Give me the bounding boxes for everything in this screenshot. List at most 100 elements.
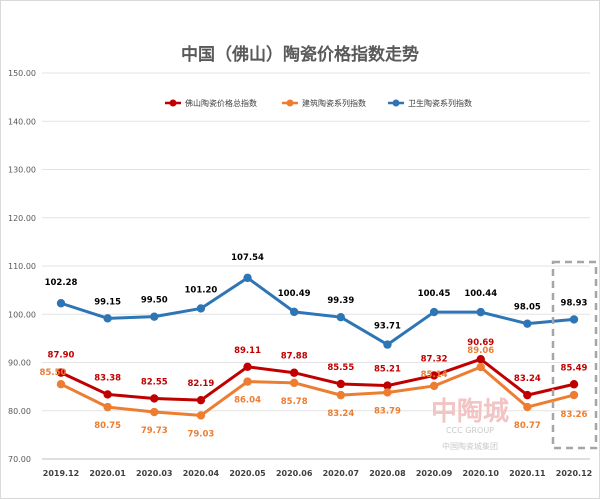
data-label: 79.73	[141, 426, 168, 436]
data-label: 100.49	[278, 289, 311, 299]
x-tick-label: 2020.10	[463, 469, 500, 478]
data-label: 89.11	[234, 346, 261, 356]
data-label: 85.50	[40, 368, 67, 378]
data-label: 83.38	[94, 373, 121, 383]
legend-swatch-marker	[392, 99, 400, 107]
data-point	[243, 273, 252, 283]
data-label: 85.55	[327, 363, 354, 373]
highlight-box	[551, 260, 598, 450]
data-point	[196, 411, 206, 420]
data-label: 100.44	[464, 289, 497, 299]
data-point	[103, 402, 112, 412]
data-label: 80.75	[94, 421, 121, 431]
data-point	[523, 319, 532, 328]
data-point	[383, 388, 392, 397]
data-point	[336, 379, 346, 389]
series-line	[60, 365, 575, 417]
data-label: 79.03	[187, 429, 214, 439]
x-tick-label: 2020.12	[556, 469, 592, 478]
data-point	[289, 368, 299, 377]
data-label: 90.69	[467, 338, 494, 348]
data-label: 83.26	[561, 410, 588, 420]
data-point	[150, 394, 159, 403]
data-label: 89.06	[467, 346, 494, 356]
data-label: 82.55	[141, 377, 168, 387]
legend-label: 佛山陶瓷价格总指数	[185, 98, 257, 108]
x-tick-label: 2020.11	[509, 469, 546, 478]
data-point	[383, 340, 392, 349]
y-tick-label: 150.00	[8, 69, 36, 78]
data-label: 83.79	[374, 406, 401, 416]
data-point	[196, 395, 206, 405]
data-point	[429, 307, 439, 317]
data-point	[150, 407, 159, 417]
data-point	[56, 368, 66, 377]
data-label: 85.21	[374, 365, 401, 375]
data-point	[103, 314, 112, 323]
data-label: 87.90	[48, 351, 75, 361]
legend-label: 卫生陶瓷系列指数	[408, 98, 472, 108]
data-label: 93.71	[374, 322, 401, 332]
data-point	[476, 354, 485, 364]
data-label: 80.77	[514, 421, 541, 431]
data-point	[336, 390, 346, 400]
x-tick-label: 2020.09	[416, 469, 453, 478]
data-label: 98.93	[561, 298, 588, 308]
x-tick-label: 2020.08	[369, 469, 406, 478]
legend: 佛山陶瓷价格总指数 建筑陶瓷系列指数 卫生陶瓷系列指数	[165, 98, 472, 108]
x-tick-label: 2020.01	[89, 469, 126, 478]
data-label: 102.28	[45, 278, 78, 288]
data-point	[289, 378, 299, 388]
data-point	[429, 381, 439, 391]
series-lines	[56, 273, 579, 420]
y-tick-label: 120.00	[8, 214, 36, 223]
data-labels: 87.90 83.38 82.55 82.19 89.11 87.88 85.55 85.21…	[40, 253, 588, 440]
data-label: 98.05	[514, 303, 541, 313]
data-label: 99.15	[94, 297, 121, 307]
y-tick-label: 70.00	[8, 455, 31, 464]
data-point	[476, 362, 485, 372]
series-line	[60, 357, 575, 402]
data-point	[523, 390, 532, 400]
data-label: 99.39	[327, 296, 354, 306]
data-point	[56, 380, 66, 389]
data-label: 85.14	[421, 370, 448, 380]
y-tick-label: 140.00	[8, 117, 36, 126]
x-tick-label: 2020.06	[276, 469, 313, 478]
data-point	[289, 307, 299, 317]
data-label: 85.78	[281, 397, 308, 407]
x-tick-label: 2020.05	[229, 469, 266, 478]
watermark-sub: 中国陶瓷城集团	[442, 441, 498, 451]
data-label: 107.54	[231, 253, 264, 263]
y-tick-label: 130.00	[8, 166, 36, 175]
watermark-logo: 中陶城 CCC GROUP 中国陶瓷城集团	[431, 397, 509, 451]
data-point	[150, 312, 159, 321]
data-point	[569, 380, 579, 389]
data-label: 100.45	[418, 289, 451, 299]
data-label: 82.19	[187, 379, 214, 389]
data-point	[196, 304, 206, 313]
y-tick-label: 110.00	[8, 262, 36, 271]
y-axis-ticks: 150.00 140.00 130.00 120.00 110.00 100.00 90.0…	[8, 69, 36, 464]
data-label: 86.04	[234, 396, 261, 406]
watermark-latin: CCC GROUP	[446, 426, 494, 435]
legend-swatch-marker	[169, 99, 177, 107]
data-label: 99.50	[141, 296, 168, 306]
series-line	[60, 276, 575, 347]
legend-label: 建筑陶瓷系列指数	[302, 98, 366, 108]
data-point	[383, 381, 392, 390]
data-point	[523, 402, 532, 412]
data-point	[336, 312, 346, 322]
data-point	[103, 390, 112, 399]
x-tick-label: 2019.12	[43, 469, 79, 478]
x-axis-ticks: 2019.12 2020.01 2020.03 2020.04 2020.05 2020.…	[43, 469, 592, 478]
y-tick-label: 100.00	[8, 310, 36, 319]
data-point	[476, 307, 485, 317]
data-point	[56, 299, 66, 308]
y-tick-label: 90.00	[8, 359, 31, 368]
data-point	[243, 362, 252, 371]
data-point	[429, 371, 439, 380]
data-point	[569, 315, 579, 324]
